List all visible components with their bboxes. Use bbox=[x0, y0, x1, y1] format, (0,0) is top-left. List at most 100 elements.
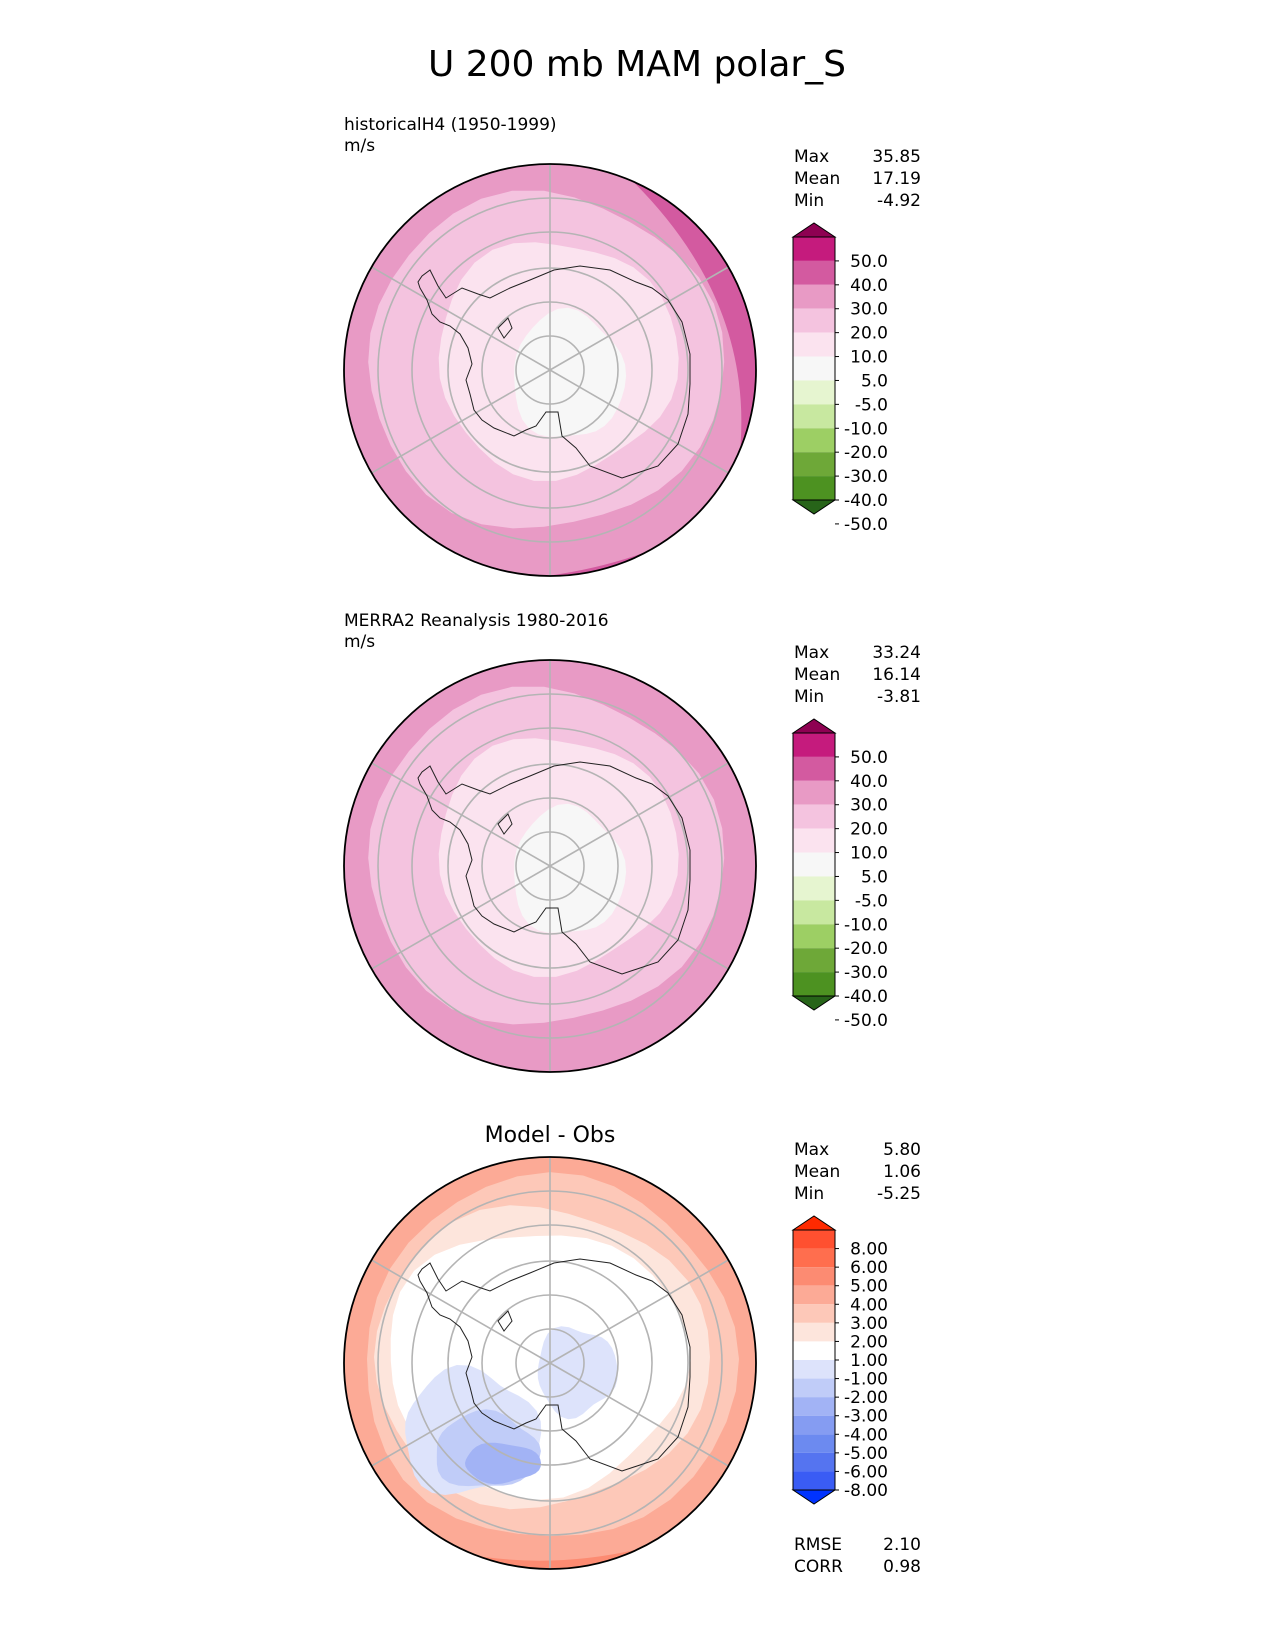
colorbar: 50.0 40.0 30.0 20.0 10.0 5.0 -5.0 -10.0 -20.0 -30… bbox=[791, 718, 888, 1031]
colorbar-tick-label: -20.0 bbox=[844, 443, 888, 463]
colorbar-tick-label: -3.00 bbox=[844, 1407, 888, 1427]
colorbar-tick-label: 2.00 bbox=[850, 1332, 888, 1352]
colorbar-segment bbox=[793, 1360, 835, 1379]
coastline bbox=[417, 761, 691, 975]
colorbar-tick-label: 20.0 bbox=[850, 820, 888, 840]
colorbar-tick-label: -50.0 bbox=[844, 1011, 888, 1031]
colorbar-tick-label: 10.0 bbox=[850, 348, 888, 368]
coastline bbox=[497, 1310, 513, 1332]
stats-table: Max 35.85 Mean 17.19 Min -4.92 bbox=[794, 147, 921, 211]
colorbar-segment bbox=[793, 1397, 835, 1416]
colorbar-tick-label: 1.00 bbox=[850, 1351, 888, 1371]
colorbar-tick-label: -5.00 bbox=[844, 1444, 888, 1464]
colorbar-tick-label: -30.0 bbox=[844, 467, 888, 487]
colorbar-segment bbox=[793, 1415, 835, 1435]
colorbar-tick-label: 8.00 bbox=[850, 1240, 888, 1260]
colorbar-tick-label: -8.00 bbox=[844, 1481, 888, 1501]
field-band bbox=[514, 803, 627, 933]
polar-map bbox=[343, 659, 757, 1073]
colorbar: 8.006.005.004.003.002.001.00-1.00-2.00-3… bbox=[791, 1215, 888, 1505]
colorbar-segment bbox=[793, 452, 835, 477]
colorbar-segment bbox=[793, 1378, 835, 1398]
stat-label: Max bbox=[794, 1140, 829, 1160]
panel-units: m/s bbox=[344, 136, 375, 156]
colorbar-tick-label: -50.0 bbox=[844, 515, 888, 535]
colorbar-tick-label: 50.0 bbox=[850, 252, 888, 272]
stat-value: 1.06 bbox=[883, 1162, 921, 1182]
stats-table: Max 33.24 Mean 16.14 Min -3.81 bbox=[794, 643, 921, 707]
stat-value: -5.25 bbox=[877, 1184, 921, 1204]
stat-value: 17.19 bbox=[872, 169, 921, 189]
stat-value: 35.85 bbox=[872, 147, 921, 167]
meridian-line bbox=[549, 762, 729, 867]
colorbar-extend-min bbox=[791, 499, 837, 515]
meridian-line bbox=[549, 1362, 729, 1467]
colorbar-segment bbox=[793, 876, 835, 901]
colorbar-segment bbox=[793, 476, 835, 500]
meridian-line bbox=[549, 369, 729, 474]
colorbar-tick-label: -5.0 bbox=[855, 891, 888, 911]
field-band bbox=[514, 307, 627, 437]
colorbar-tick-label: -6.00 bbox=[844, 1462, 888, 1482]
colorbar-extend-min bbox=[791, 1489, 837, 1505]
metric-label: CORR bbox=[794, 1557, 843, 1577]
meridian-line bbox=[371, 762, 551, 867]
colorbar-tick-label: 3.00 bbox=[850, 1314, 888, 1334]
colorbar-segment bbox=[793, 1471, 835, 1490]
colorbar-tick-label: 6.00 bbox=[850, 1258, 888, 1278]
jet-band bbox=[510, 164, 756, 576]
stat-label: Mean bbox=[794, 665, 840, 685]
panel-diff: Model - Obs Max 5.80 Mean 1.06 Min -5.25 8.00… bbox=[343, 1123, 921, 1577]
meridian-line bbox=[371, 266, 551, 371]
colorbar-segment bbox=[793, 308, 835, 333]
stat-label: Mean bbox=[794, 169, 840, 189]
panel-units: m/s bbox=[344, 632, 375, 652]
coastline bbox=[417, 265, 691, 479]
colorbar-tick-label: 5.0 bbox=[861, 371, 888, 391]
colorbar-segment bbox=[793, 1230, 835, 1249]
stat-value: 33.24 bbox=[872, 643, 921, 663]
colorbar-tick-label: 30.0 bbox=[850, 796, 888, 816]
metrics-table: RMSE 2.10 CORR 0.98 bbox=[794, 1535, 921, 1577]
colorbar-segment bbox=[793, 756, 835, 781]
colorbar-segment bbox=[793, 1304, 835, 1323]
colorbar-segment bbox=[793, 284, 835, 309]
meridian-line bbox=[549, 1259, 729, 1364]
colorbar-tick-label: 5.00 bbox=[850, 1277, 888, 1297]
colorbar-extend-max bbox=[791, 718, 837, 734]
colorbar-segment bbox=[793, 1285, 835, 1305]
colorbar-segment bbox=[793, 356, 835, 381]
colorbar-segment bbox=[793, 948, 835, 973]
metric-value: 0.98 bbox=[883, 1557, 921, 1577]
colorbar-segment bbox=[793, 380, 835, 405]
colorbar-tick-label: 30.0 bbox=[850, 300, 888, 320]
stat-label: Max bbox=[794, 147, 829, 167]
colorbar-tick-label: -10.0 bbox=[844, 419, 888, 439]
colorbar-segment bbox=[793, 852, 835, 877]
colorbar-segment bbox=[793, 1434, 835, 1453]
polar-map bbox=[343, 163, 757, 577]
meridian-line bbox=[549, 865, 729, 970]
colorbar-extend-min bbox=[791, 995, 837, 1011]
colorbar-segment bbox=[793, 780, 835, 805]
colorbar-tick-label: -30.0 bbox=[844, 963, 888, 983]
colorbar-segment bbox=[793, 1452, 835, 1472]
colorbar-segment bbox=[793, 237, 835, 261]
stat-value: -4.92 bbox=[877, 191, 921, 211]
colorbar-segment bbox=[793, 924, 835, 949]
panel-title: Model - Obs bbox=[485, 1123, 616, 1148]
colorbar-tick-label: -2.00 bbox=[844, 1388, 888, 1408]
colorbar-segment bbox=[793, 900, 835, 925]
panel-obs: MERRA2 Reanalysis 1980-2016 m/s Max 33.24… bbox=[343, 611, 921, 1073]
panel-title: historicalH4 (1950-1999) bbox=[344, 115, 557, 135]
colorbar-tick-label: -20.0 bbox=[844, 939, 888, 959]
colorbar-segment bbox=[793, 733, 835, 757]
colorbar-segment bbox=[793, 404, 835, 429]
colorbar-segment bbox=[793, 260, 835, 285]
panel-title: MERRA2 Reanalysis 1980-2016 bbox=[344, 611, 609, 631]
colorbar-tick-label: 4.00 bbox=[850, 1295, 888, 1315]
colorbar-tick-label: -40.0 bbox=[844, 491, 888, 511]
colorbar-segment bbox=[793, 428, 835, 453]
meridian-line bbox=[371, 369, 551, 474]
